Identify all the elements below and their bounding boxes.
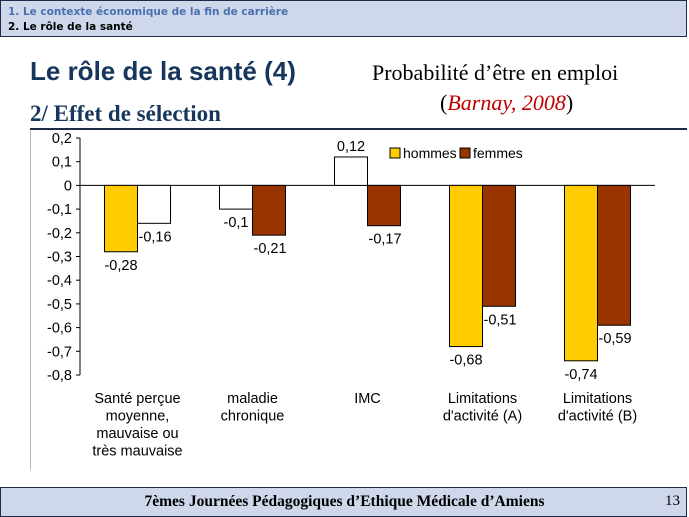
category-label: Limitations — [448, 391, 517, 407]
citation-text: Barnay, 2008 — [447, 90, 566, 115]
y-tick-label: -0,8 — [47, 368, 72, 384]
data-label-femmes: -0,16 — [139, 229, 172, 245]
category-label: d'activité (A) — [443, 409, 522, 425]
y-tick-label: -0,5 — [47, 297, 72, 313]
bar-hommes — [564, 184, 598, 362]
title-separator — [30, 128, 687, 130]
bar-hommes — [104, 184, 138, 253]
data-label-femmes: -0,17 — [369, 232, 402, 248]
footer-text: 7èmes Journées Pédagogiques d’Ethique Mé… — [144, 493, 545, 510]
data-label-femmes: -0,59 — [599, 331, 632, 347]
bar-femmes — [252, 184, 286, 236]
category-label: très mauvaise — [92, 444, 182, 460]
y-tick-label: 0,1 — [52, 155, 72, 171]
data-label-hommes: -0,74 — [564, 367, 597, 383]
data-label-femmes: -0,21 — [254, 241, 287, 257]
citation-paren-open: ( — [440, 90, 448, 115]
breadcrumb-section: 1. Le contexte économique de la fin de c… — [8, 6, 289, 18]
bar-hommes — [219, 184, 253, 210]
bar-femmes — [367, 184, 401, 227]
legend-label-femmes: femmes — [473, 145, 523, 161]
citation-paren-close: ) — [565, 90, 574, 115]
left-rule — [30, 130, 31, 470]
category-label: Limitations — [563, 391, 632, 407]
bar-femmes — [137, 184, 171, 224]
y-tick-label: -0,2 — [47, 226, 72, 242]
y-tick-label: -0,3 — [47, 250, 72, 266]
bar-femmes — [482, 184, 516, 307]
breadcrumb-current: 2. Le rôle de la santé — [8, 21, 133, 33]
data-label-femmes: -0,51 — [484, 312, 517, 328]
chart-citation: (Barnay, 2008) — [440, 90, 573, 116]
slide-subtitle: 2/ Effet de sélection — [30, 101, 221, 126]
legend-swatch-hommes — [389, 147, 401, 159]
chart-title: Probabilité d’être en emploi — [372, 60, 619, 85]
y-tick-label: 0 — [64, 178, 72, 194]
category-label: maladie — [227, 391, 278, 407]
breadcrumb-bar: 1. Le contexte économique de la fin de c… — [0, 0, 687, 37]
category-label: moyenne, — [106, 409, 170, 425]
y-tick-label: 0,2 — [52, 131, 72, 147]
y-tick-label: -0,7 — [47, 344, 72, 360]
category-label: IMC — [354, 391, 381, 407]
data-label-hommes: -0,68 — [449, 353, 482, 369]
category-label: d'activité (B) — [558, 409, 637, 425]
y-tick-label: -0,6 — [47, 321, 72, 337]
bar-femmes — [597, 184, 631, 326]
category-label: mauvaise ou — [96, 426, 178, 442]
page-number: 13 — [665, 493, 680, 509]
y-tick-label: -0,1 — [47, 202, 72, 218]
data-label-hommes: 0,12 — [337, 139, 365, 155]
bar-hommes — [334, 156, 368, 186]
y-tick-label: -0,4 — [47, 273, 72, 289]
bar-hommes — [449, 184, 483, 348]
legend-swatch-femmes — [459, 147, 471, 159]
slide-title: Le rôle de la santé (4) — [30, 56, 296, 86]
data-label-hommes: -0,28 — [104, 258, 137, 274]
legend-label-hommes: hommes — [403, 145, 457, 161]
category-label: Santé perçue — [94, 391, 180, 407]
category-label: chronique — [221, 409, 285, 425]
footer-bar: 7èmes Journées Pédagogiques d’Ethique Mé… — [0, 487, 687, 517]
data-label-hommes: -0,1 — [224, 215, 249, 231]
